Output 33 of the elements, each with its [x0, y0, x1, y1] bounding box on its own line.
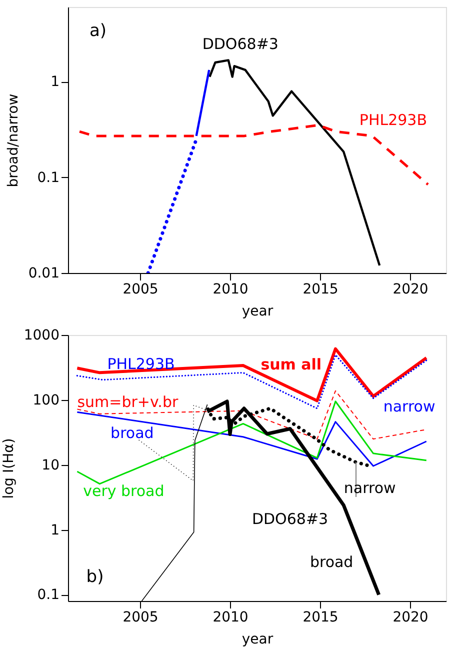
series-label: narrow — [383, 397, 436, 416]
y-tick-label: 10 — [42, 457, 60, 474]
x-tick-label: 2005 — [122, 282, 158, 298]
series-label: sum=br+v.br — [77, 392, 179, 411]
y-tick-label: 1 — [50, 74, 60, 90]
y-tick-label: 1 — [50, 522, 60, 538]
annotation: PHL293B — [107, 355, 175, 373]
series-label: broad — [110, 424, 154, 442]
x-tick-label: 2020 — [392, 610, 428, 626]
y-tick-label: 100 — [32, 392, 60, 408]
annotation: a) — [89, 21, 107, 41]
annotation: b) — [86, 567, 104, 587]
x-tick-label: 2010 — [212, 282, 248, 298]
y-tick-label: 0.1 — [37, 587, 60, 604]
series-label: sum all — [260, 356, 322, 374]
x-axis-title: year — [242, 304, 274, 320]
series-label: broad — [310, 553, 354, 572]
annotation: DDO68#3 — [252, 510, 328, 528]
y-tick-label: 0.01 — [28, 266, 60, 282]
x-tick-label: 2010 — [212, 610, 248, 626]
y-tick-label: 0.1 — [37, 170, 60, 186]
series-label: PHL293B — [359, 110, 428, 129]
series-label: very broad — [83, 482, 164, 500]
x-axis-title: year — [242, 632, 274, 648]
series-label: narrow — [344, 479, 396, 498]
y-axis-title: broad/narrow — [5, 94, 22, 188]
y-axis-title: log I(Hα) — [0, 438, 17, 499]
y-tick-label: 1000 — [24, 328, 60, 344]
x-tick-label: 2015 — [302, 282, 338, 298]
x-tick-label: 2020 — [392, 282, 428, 298]
x-tick-label: 2005 — [122, 610, 158, 626]
x-tick-label: 2015 — [302, 610, 338, 626]
series-label: DDO68#3 — [202, 35, 278, 54]
